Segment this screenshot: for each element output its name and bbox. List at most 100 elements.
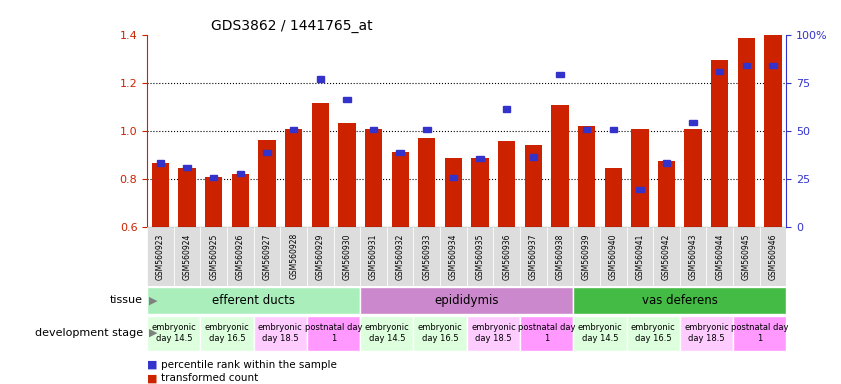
Bar (530, 154, 537, 160)
Bar (738, 38, 755, 227)
Bar (685, 129, 701, 227)
Text: embryonic
day 16.5: embryonic day 16.5 (631, 323, 675, 343)
Bar (440, 227, 467, 286)
Bar (263, 149, 271, 155)
Bar (280, 227, 307, 286)
Bar (663, 161, 670, 166)
Bar (658, 161, 675, 227)
Bar (494, 227, 520, 286)
Bar (290, 127, 298, 132)
Bar (418, 138, 436, 227)
Bar (636, 187, 643, 192)
Bar (578, 126, 595, 227)
Text: postnatal day
1: postnatal day 1 (304, 323, 362, 343)
Bar (365, 129, 382, 227)
Text: GSM560945: GSM560945 (742, 233, 751, 280)
Text: GSM560938: GSM560938 (555, 233, 564, 280)
Text: GSM560924: GSM560924 (182, 233, 192, 280)
Bar (743, 63, 750, 68)
Bar (690, 119, 697, 125)
Text: GSM560932: GSM560932 (395, 233, 405, 280)
Bar (759, 227, 786, 286)
Bar (232, 174, 249, 227)
Bar (627, 316, 680, 351)
Bar (254, 227, 280, 286)
Bar (552, 105, 569, 227)
Bar (600, 227, 627, 286)
Text: GSM560936: GSM560936 (502, 233, 511, 280)
Bar (547, 227, 574, 286)
Text: vas deferens: vas deferens (642, 294, 717, 307)
Text: GSM560935: GSM560935 (475, 233, 484, 280)
Text: GSM560940: GSM560940 (609, 233, 618, 280)
Bar (467, 316, 520, 351)
Bar (174, 227, 200, 286)
Text: GDS3862 / 1441765_at: GDS3862 / 1441765_at (211, 19, 373, 33)
Text: GSM560937: GSM560937 (529, 233, 538, 280)
Text: GSM560925: GSM560925 (209, 233, 219, 280)
Bar (200, 316, 254, 351)
Text: embryonic
day 14.5: embryonic day 14.5 (151, 323, 196, 343)
Bar (770, 63, 777, 68)
Bar (583, 127, 590, 132)
Bar (520, 316, 574, 351)
Text: GSM560929: GSM560929 (315, 233, 325, 280)
Bar (450, 175, 458, 180)
Bar (632, 129, 648, 227)
Text: development stage: development stage (34, 328, 143, 338)
Bar (627, 227, 653, 286)
Bar (334, 227, 360, 286)
Bar (706, 227, 733, 286)
Bar (392, 152, 409, 227)
Bar (711, 60, 728, 227)
Bar (258, 140, 276, 227)
Bar (472, 158, 489, 227)
Bar (476, 156, 484, 161)
Text: GSM560944: GSM560944 (715, 233, 724, 280)
Bar (764, 35, 781, 227)
Text: GSM560926: GSM560926 (235, 233, 245, 280)
Bar (183, 165, 191, 170)
Text: embryonic
day 14.5: embryonic day 14.5 (364, 323, 410, 343)
Text: tissue: tissue (110, 295, 143, 306)
Bar (520, 227, 547, 286)
Text: epididymis: epididymis (435, 294, 499, 307)
Bar (254, 316, 307, 351)
Bar (370, 127, 378, 132)
Bar (610, 127, 617, 132)
Bar (653, 227, 680, 286)
Text: GSM560931: GSM560931 (369, 233, 378, 280)
Text: percentile rank within the sample: percentile rank within the sample (161, 360, 337, 370)
Text: embryonic
day 16.5: embryonic day 16.5 (418, 323, 463, 343)
Bar (236, 171, 244, 176)
Text: GSM560934: GSM560934 (449, 233, 458, 280)
Text: transformed count: transformed count (161, 373, 259, 383)
Bar (414, 227, 440, 286)
Text: GSM560943: GSM560943 (689, 233, 698, 280)
Bar (733, 227, 759, 286)
Bar (307, 227, 334, 286)
Text: GSM560933: GSM560933 (422, 233, 431, 280)
Text: GSM560946: GSM560946 (769, 233, 778, 280)
Text: embryonic
day 14.5: embryonic day 14.5 (578, 323, 622, 343)
Bar (574, 227, 600, 286)
Text: efferent ducts: efferent ducts (212, 294, 295, 307)
Text: postnatal day
1: postnatal day 1 (518, 323, 575, 343)
Bar (445, 158, 462, 227)
Bar (360, 286, 574, 314)
Text: GSM560930: GSM560930 (342, 233, 352, 280)
Bar (525, 145, 542, 227)
Text: GSM560941: GSM560941 (635, 233, 644, 280)
Bar (147, 227, 174, 286)
Text: ■: ■ (147, 360, 157, 370)
Text: embryonic
day 18.5: embryonic day 18.5 (684, 323, 729, 343)
Bar (312, 103, 329, 227)
Bar (414, 316, 467, 351)
Bar (343, 97, 351, 102)
Bar (467, 227, 494, 286)
Bar (423, 127, 431, 132)
Bar (680, 227, 706, 286)
Bar (227, 227, 254, 286)
Bar (680, 316, 733, 351)
Text: ▶: ▶ (149, 328, 157, 338)
